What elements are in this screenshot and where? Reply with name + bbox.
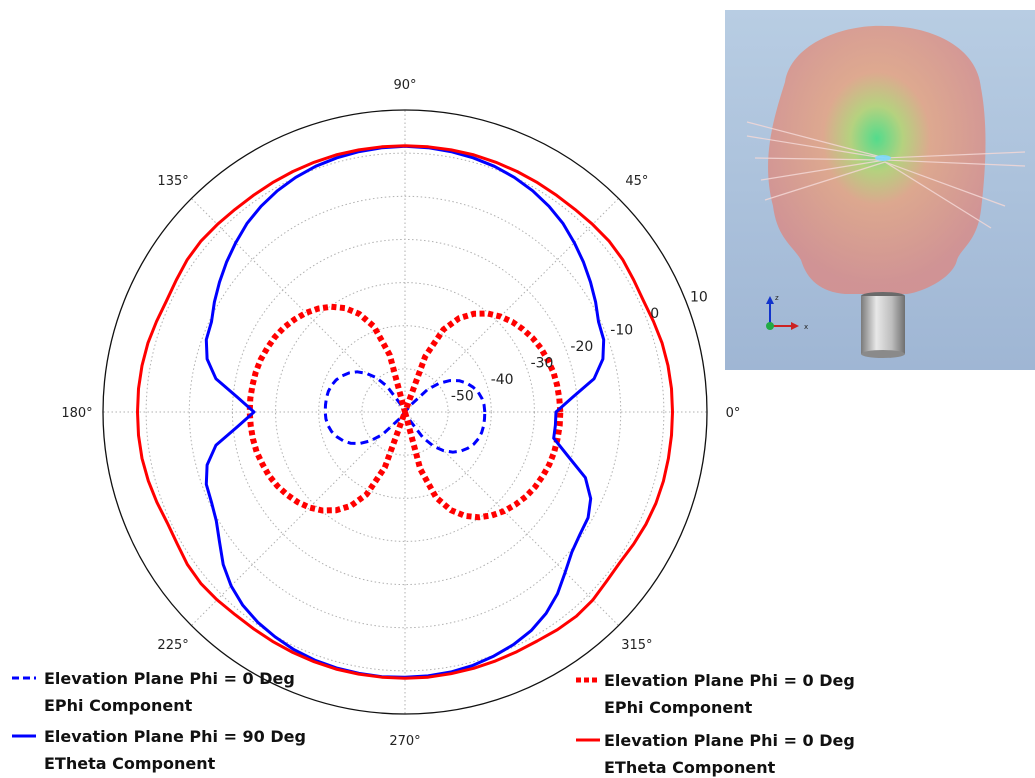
grid-ring	[361, 368, 449, 456]
grid-ring	[145, 152, 665, 672]
legend-item-etheta-phi0-solid: Elevation Plane Phi = 0 Deg ETheta Compo…	[576, 731, 855, 777]
grid-spoke	[191, 198, 406, 413]
radial-tick-label: -30	[531, 356, 554, 372]
legend-label-line1: Elevation Plane Phi = 0 Deg	[604, 731, 855, 750]
axis-label-x: x	[804, 323, 808, 331]
radial-tick-label: -10	[610, 322, 633, 338]
angle-tick-label: 225°	[157, 638, 188, 653]
radial-tick-label: 0	[650, 306, 659, 322]
radial-tick-label: -50	[451, 389, 474, 405]
series-line-3	[136, 144, 674, 680]
angle-tick-label: 270°	[389, 734, 420, 749]
angle-tick-label: 45°	[625, 174, 648, 189]
grid-spoke	[191, 411, 406, 626]
legend-label-line1: Elevation Plane Phi = 0 Deg	[604, 671, 855, 690]
series-line-2	[204, 144, 606, 679]
axis-label-z: z	[775, 294, 779, 302]
angle-tick-label: 0°	[726, 406, 741, 421]
radial-tick-label: -40	[491, 372, 514, 388]
grid-ring	[318, 325, 492, 499]
legend-item-ephi-phi0-dotted: Elevation Plane Phi = 0 Deg EPhi Compone…	[576, 671, 855, 717]
legend-item-ephi-phi0-dashed: Elevation Plane Phi = 0 Deg EPhi Compone…	[12, 669, 295, 715]
tick-layer: 0° 45° 90° 135° 180° 225° 270° 315° 10 0 -10 -20 -30…	[61, 78, 740, 749]
legend-label-line2: EPhi Component	[604, 698, 753, 717]
radial-tick-label: -20	[570, 339, 593, 355]
legend-item-etheta-phi90-solid: Elevation Plane Phi = 90 Deg ETheta Comp…	[12, 727, 306, 773]
polar-grid	[102, 109, 708, 715]
legend-label-line2: ETheta Component	[604, 758, 776, 777]
legend: Elevation Plane Phi = 0 Deg EPhi Compone…	[12, 669, 855, 777]
angle-tick-label: 90°	[393, 78, 416, 93]
3d-radiation-pattern-icon: z x	[746, 25, 1026, 358]
grid-ring	[188, 195, 622, 629]
series-line-0	[323, 370, 487, 454]
xyz-axes-icon: z x	[766, 294, 808, 331]
polar-frame	[102, 109, 708, 715]
angle-tick-label: 180°	[61, 406, 92, 421]
legend-label-line2: EPhi Component	[44, 696, 193, 715]
angle-tick-label: 315°	[621, 638, 652, 653]
series-line-1	[246, 303, 564, 521]
radial-tick-label: 10	[690, 289, 708, 305]
angle-tick-label: 135°	[157, 174, 188, 189]
series-layer	[136, 144, 674, 680]
legend-label-line1: Elevation Plane Phi = 90 Deg	[44, 727, 306, 746]
legend-label-line2: ETheta Component	[44, 754, 216, 773]
legend-label-line1: Elevation Plane Phi = 0 Deg	[44, 669, 295, 688]
radiation-pattern-3d-image: z x	[725, 10, 1035, 370]
